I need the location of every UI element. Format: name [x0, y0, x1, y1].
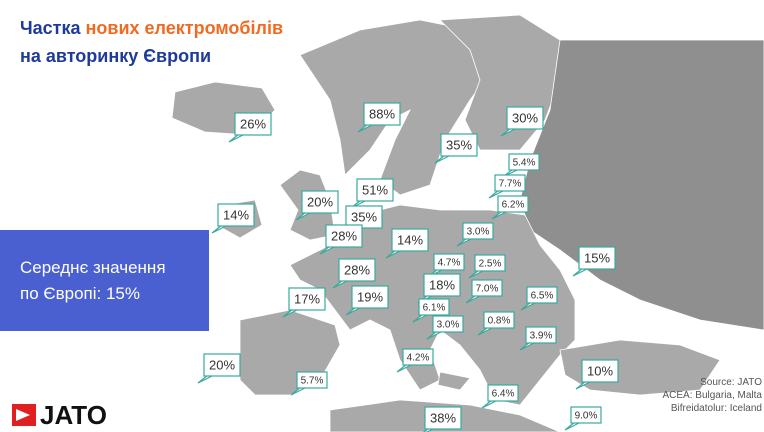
title-part: Частка: [20, 18, 81, 38]
average-line-1: Середнє значення: [20, 258, 166, 277]
callout-box: [402, 348, 434, 366]
callout-box: [525, 326, 557, 344]
callout-box: [424, 406, 462, 430]
callout-box: [363, 102, 401, 126]
callout-box: [471, 279, 503, 297]
callout-box: [296, 371, 328, 389]
callout-label: 6.4%: [492, 389, 515, 400]
callout-label: 6.2%: [502, 200, 525, 211]
callout-box: [351, 285, 389, 309]
callout-box: [288, 287, 326, 311]
callout-label: 7.7%: [499, 179, 522, 190]
callout-box: [578, 246, 616, 270]
title-highlight: нових електромобілів: [86, 18, 284, 38]
callout-box: [217, 203, 255, 227]
average-box: [0, 230, 209, 331]
callout-label: 18%: [429, 278, 455, 293]
callout-box: [338, 258, 376, 282]
source: Bifreidatolur: Iceland: [671, 403, 762, 414]
callout-label: 20%: [209, 358, 235, 373]
callout-label: 4.2%: [407, 353, 430, 364]
callout-label: 3.9%: [530, 331, 553, 342]
callout-label: 14%: [397, 233, 423, 248]
callout-box: [497, 195, 529, 213]
callout-label: 35%: [351, 210, 377, 225]
callout-box: [526, 286, 558, 304]
callout-box: [440, 133, 478, 157]
callout-label: 5.7%: [301, 376, 324, 387]
callout-box: [345, 205, 383, 229]
callout-box: [423, 273, 461, 297]
callout-label: 19%: [357, 290, 383, 305]
callout-label: 51%: [362, 183, 388, 198]
callout-label: 6.5%: [531, 291, 554, 302]
callout-label: 14%: [223, 208, 249, 223]
title-line-2: на авторинку Європи: [20, 46, 211, 66]
callout-box: [325, 224, 363, 248]
logo: JATO: [40, 400, 107, 430]
callout-label: 26%: [240, 117, 266, 132]
callout-label: 9.0%: [575, 411, 598, 422]
callout-box: [506, 106, 544, 130]
callout-box: [203, 353, 241, 377]
callout-label: 0.8%: [488, 316, 511, 327]
callout-box: [487, 384, 519, 402]
callout-label: 6.1%: [423, 303, 446, 314]
callout-label: 28%: [344, 263, 370, 278]
callout-box: [508, 153, 540, 171]
callout-label: 88%: [369, 107, 395, 122]
source: Source: JATO: [700, 377, 762, 388]
source: ACEA: Bulgaria, Malta: [663, 390, 763, 401]
callout-label: 15%: [584, 251, 610, 266]
callout-box: [418, 298, 450, 316]
callout-box: [432, 315, 464, 333]
title-line-1: Частка нових електромобілів: [20, 18, 283, 38]
callout-label: 35%: [446, 138, 472, 153]
callout-label: 28%: [331, 229, 357, 244]
callout-box: [301, 190, 339, 214]
callout-label: 4.7%: [438, 258, 461, 269]
callout-box: [433, 253, 465, 271]
callout-label: 10%: [587, 364, 613, 379]
callout-label: 3.0%: [437, 320, 460, 331]
callout-label: 3.0%: [467, 227, 490, 238]
callout-label: 17%: [294, 292, 320, 307]
callout-label: 2.5%: [479, 259, 502, 270]
callout-box: [474, 254, 506, 272]
callout-label: 20%: [307, 195, 333, 210]
callout-box: [462, 222, 494, 240]
callout-label: 7.0%: [476, 284, 499, 295]
callout-box: [483, 311, 515, 329]
callout-box: [356, 178, 394, 202]
callout-label: 30%: [512, 111, 538, 126]
callout-box: [570, 406, 602, 424]
average-line-2: по Європі: 15%: [20, 284, 140, 303]
callout-label: 5.4%: [513, 158, 536, 169]
callout-box: [494, 174, 526, 192]
callout-label: 38%: [430, 411, 456, 426]
callout-box: [581, 359, 619, 383]
callout-box: [234, 112, 272, 136]
logo-arrow: [16, 409, 30, 421]
callout-box: [391, 228, 429, 252]
